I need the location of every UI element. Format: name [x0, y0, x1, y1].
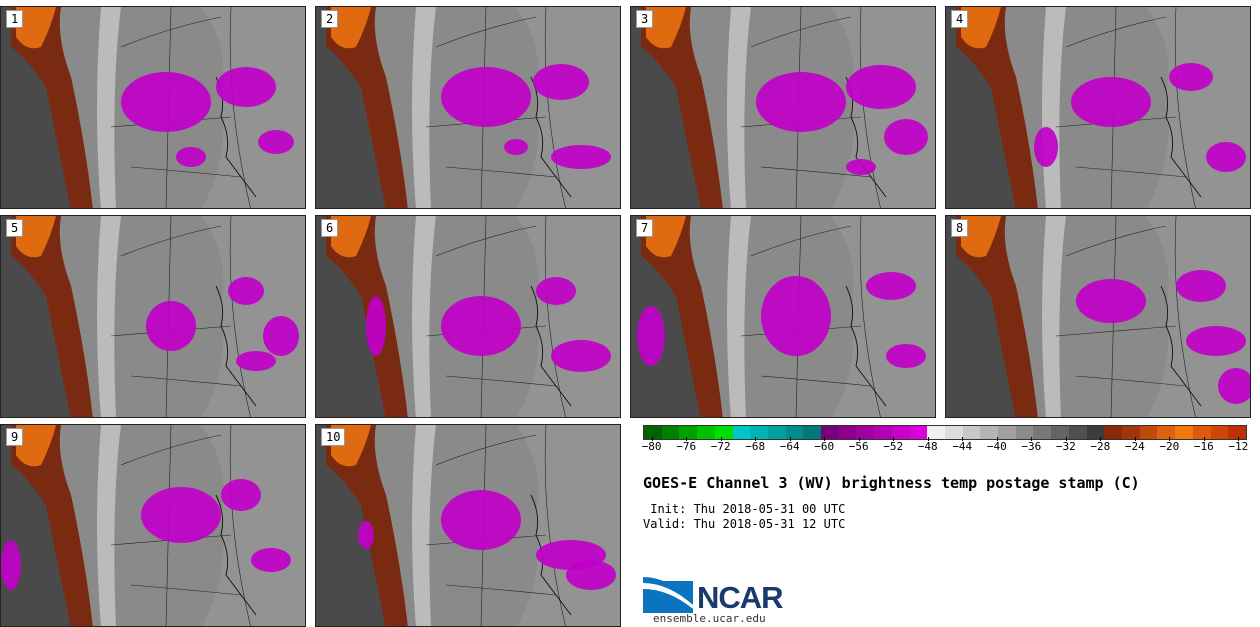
colorbar-tick-label: −16 — [1193, 437, 1214, 453]
colorbar-swatch — [1015, 426, 1034, 439]
figure-title: GOES-E Channel 3 (WV) brightness temp po… — [643, 474, 1140, 492]
colorbar-swatch — [1104, 426, 1122, 439]
panel-6-map — [316, 216, 620, 417]
panel-10: 10 — [315, 424, 621, 627]
panel-number: 1 — [6, 10, 24, 28]
panel-number: 3 — [636, 10, 654, 28]
panel-number: 8 — [951, 219, 969, 237]
colorbar-swatch — [803, 426, 822, 439]
colorbar-swatch — [1121, 426, 1140, 439]
colorbar-swatch — [998, 426, 1016, 439]
panel-3-map — [631, 7, 935, 208]
panel-9: 9 — [0, 424, 306, 627]
colorbar-swatch — [697, 426, 715, 439]
panel-number: 4 — [951, 10, 969, 28]
colorbar — [643, 425, 1247, 440]
panel-1: 1 — [0, 6, 306, 209]
colorbar-tick-label: −12 — [1228, 437, 1249, 453]
colorbar-swatch — [821, 426, 839, 439]
colorbar-swatch — [838, 426, 857, 439]
panel-2-map — [316, 7, 620, 208]
colorbar-swatch — [1210, 426, 1229, 439]
colorbar-swatch — [714, 426, 733, 439]
ncar-logo-text: NCAR — [697, 580, 784, 615]
colorbar-tick-label: −64 — [779, 437, 800, 453]
panel-7: 7 — [630, 215, 936, 418]
init-time: Init: Thu 2018-05-31 00 UTC — [643, 502, 846, 516]
colorbar-swatch — [1157, 426, 1176, 439]
colorbar-swatch — [874, 426, 892, 439]
colorbar-swatch — [944, 426, 963, 439]
colorbar-swatch — [732, 426, 751, 439]
colorbar-swatch — [1192, 426, 1211, 439]
panel-4-map — [946, 7, 1250, 208]
colorbar-tick-label: −48 — [917, 437, 938, 453]
colorbar-swatch — [909, 426, 928, 439]
colorbar-tick-label: −68 — [745, 437, 766, 453]
panel-9-map — [1, 425, 305, 626]
colorbar-tick-label: −56 — [848, 437, 869, 453]
colorbar-tick-label: −76 — [676, 437, 697, 453]
panel-8: 8 — [945, 215, 1251, 418]
ncar-logo-icon — [643, 577, 693, 613]
source-url: ensemble.ucar.edu — [653, 612, 766, 625]
valid-time: Valid: Thu 2018-05-31 12 UTC — [643, 517, 846, 531]
colorbar-tick-label: −24 — [1124, 437, 1145, 453]
colorbar-swatch — [1033, 426, 1052, 439]
colorbar-swatch — [980, 426, 999, 439]
colorbar-swatch — [750, 426, 768, 439]
colorbar-tick-label: −44 — [952, 437, 973, 453]
colorbar-swatch — [644, 426, 662, 439]
colorbar-swatch — [1139, 426, 1158, 439]
panel-7-map — [631, 216, 935, 417]
colorbar-swatch — [927, 426, 945, 439]
panel-number: 7 — [636, 219, 654, 237]
colorbar-swatch — [1086, 426, 1105, 439]
panel-number: 6 — [321, 219, 339, 237]
colorbar-swatch — [1051, 426, 1069, 439]
panel-number: 9 — [6, 428, 24, 446]
ncar-logo — [643, 571, 793, 616]
colorbar-tick-label: −40 — [986, 437, 1007, 453]
panel-number: 5 — [6, 219, 24, 237]
colorbar-ticks: −80 −76 −72 −68 −64 −60 −56 −52 −48 −44 −40 −36 −32−… — [641, 437, 1249, 460]
colorbar-swatch — [962, 426, 981, 439]
panel-number: 10 — [321, 428, 346, 446]
colorbar-swatch — [679, 426, 698, 439]
panel-4: 4 — [945, 6, 1251, 209]
panel-number: 2 — [321, 10, 339, 28]
colorbar-swatch — [767, 426, 786, 439]
colorbar-tick-label: −72 — [710, 437, 731, 453]
panel-5-map — [1, 216, 305, 417]
colorbar-tick-label: −32 — [1055, 437, 1076, 453]
panel-6: 6 — [315, 215, 621, 418]
colorbar-tick-label: −52 — [883, 437, 904, 453]
colorbar-swatch — [1228, 426, 1246, 439]
colorbar-tick-label: −60 — [814, 437, 835, 453]
colorbar-swatch — [785, 426, 804, 439]
colorbar-tick-label: −28 — [1090, 437, 1111, 453]
colorbar-swatch — [1068, 426, 1087, 439]
colorbar-swatch — [661, 426, 680, 439]
panel-3: 3 — [630, 6, 936, 209]
panel-5: 5 — [0, 215, 306, 418]
panel-2: 2 — [315, 6, 621, 209]
colorbar-tick-label: −36 — [1021, 437, 1042, 453]
panel-1-map — [1, 7, 305, 208]
colorbar-swatch — [1175, 426, 1193, 439]
panel-8-map — [946, 216, 1250, 417]
colorbar-swatch — [856, 426, 875, 439]
colorbar-tick-label: −80 — [641, 437, 662, 453]
panel-10-map — [316, 425, 620, 626]
colorbar-swatch — [891, 426, 910, 439]
colorbar-tick-label: −20 — [1159, 437, 1180, 453]
